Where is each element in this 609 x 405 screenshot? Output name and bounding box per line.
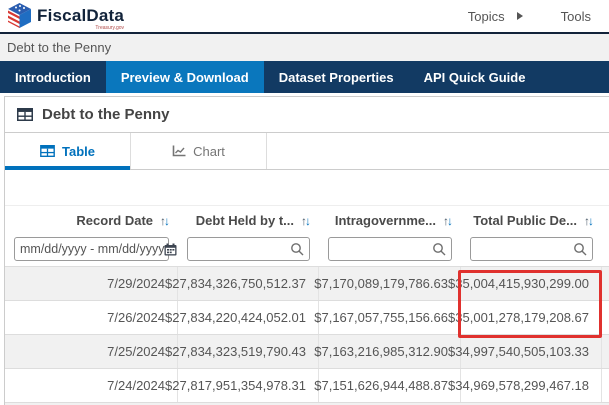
brand-subtitle: Treasury.gov — [95, 24, 125, 31]
sort-icon[interactable]: ↑↓ — [443, 213, 453, 228]
tab-introduction[interactable]: Introduction — [15, 69, 91, 85]
view-tab-chart-label: Chart — [193, 143, 225, 159]
total-public-debt-search-input[interactable] — [470, 237, 593, 261]
top-nav: Topics Tools — [468, 9, 599, 24]
view-tab-table[interactable]: Table — [5, 133, 131, 170]
brand-name: FiscalData — [37, 5, 125, 25]
table-row[interactable]: 7/24/2024 $27,817,951,354,978.31 $7,151,… — [5, 368, 609, 402]
dataset-title: Debt to the Penny — [42, 106, 170, 123]
table-row[interactable]: 7/25/2024 $27,834,323,519,790.43 $7,163,… — [5, 334, 609, 368]
fiscaldata-logo[interactable]: FiscalData Treasury.gov — [6, 2, 124, 31]
topics-menu[interactable]: Topics — [467, 8, 505, 24]
column-header-debt-held[interactable]: Debt Held by t... ↑↓ — [195, 213, 311, 228]
table-toolbar-area — [5, 170, 609, 205]
table-filter-row: mm/dd/yyyy - mm/dd/yyyy — [5, 235, 609, 266]
calendar-icon[interactable] — [164, 243, 177, 256]
tab-dataset-properties[interactable]: Dataset Properties — [278, 69, 394, 85]
sort-icon[interactable]: ↑↓ — [584, 213, 594, 228]
table-row[interactable]: 7/26/2024 $27,834,220,424,052.01 $7,167,… — [5, 300, 609, 334]
breadcrumb: Debt to the Penny — [0, 34, 609, 61]
dataset-nav: Introduction Preview & Download Dataset … — [0, 61, 609, 93]
search-icon — [290, 242, 304, 256]
view-tab-chart[interactable]: Chart — [131, 133, 267, 169]
topics-caret-icon — [516, 12, 523, 20]
search-icon — [432, 242, 446, 256]
table-body: 7/29/2024 $27,834,326,750,512.37 $7,170,… — [5, 266, 609, 405]
table-icon — [17, 108, 33, 121]
debt-held-search-input[interactable] — [187, 237, 310, 261]
sort-icon[interactable]: ↑↓ — [160, 213, 170, 228]
table-tab-icon — [40, 145, 55, 157]
site-header: FiscalData Treasury.gov Topics Tools — [0, 0, 609, 34]
fiscaldata-logo-icon — [6, 2, 33, 29]
intragovernmental-search-input[interactable] — [328, 237, 452, 261]
view-tabs: Table Chart — [5, 133, 609, 170]
data-table: Record Date ↑↓ Debt Held by t... ↑↓ Intr… — [5, 205, 609, 405]
dataset-card: Debt to the Penny Table Chart — [4, 96, 609, 405]
dataset-card-header: Debt to the Penny — [5, 97, 609, 133]
table-header-row: Record Date ↑↓ Debt Held by t... ↑↓ Intr… — [5, 205, 609, 235]
column-header-partial — [602, 206, 609, 235]
tab-preview-download[interactable]: Preview & Download — [105, 61, 264, 93]
table-row[interactable]: 7/29/2024 $27,834,326,750,512.37 $7,170,… — [5, 266, 609, 300]
tab-api-quick-guide[interactable]: API Quick Guide — [423, 69, 526, 85]
date-range-filter-input[interactable]: mm/dd/yyyy - mm/dd/yyyy — [14, 237, 177, 261]
column-header-record-date[interactable]: Record Date ↑↓ — [76, 213, 170, 228]
tools-menu[interactable]: Tools — [560, 8, 591, 24]
column-header-total-public-debt[interactable]: Total Public De... ↑↓ — [473, 213, 594, 228]
breadcrumb-label[interactable]: Debt to the Penny — [7, 40, 112, 55]
chart-tab-icon — [172, 145, 186, 157]
search-icon — [573, 242, 587, 256]
table-row-partial — [5, 402, 609, 405]
sort-icon[interactable]: ↑↓ — [301, 213, 311, 228]
view-tab-table-label: Table — [62, 143, 95, 159]
column-header-intragovernmental[interactable]: Intragovernme... ↑↓ — [334, 213, 453, 228]
